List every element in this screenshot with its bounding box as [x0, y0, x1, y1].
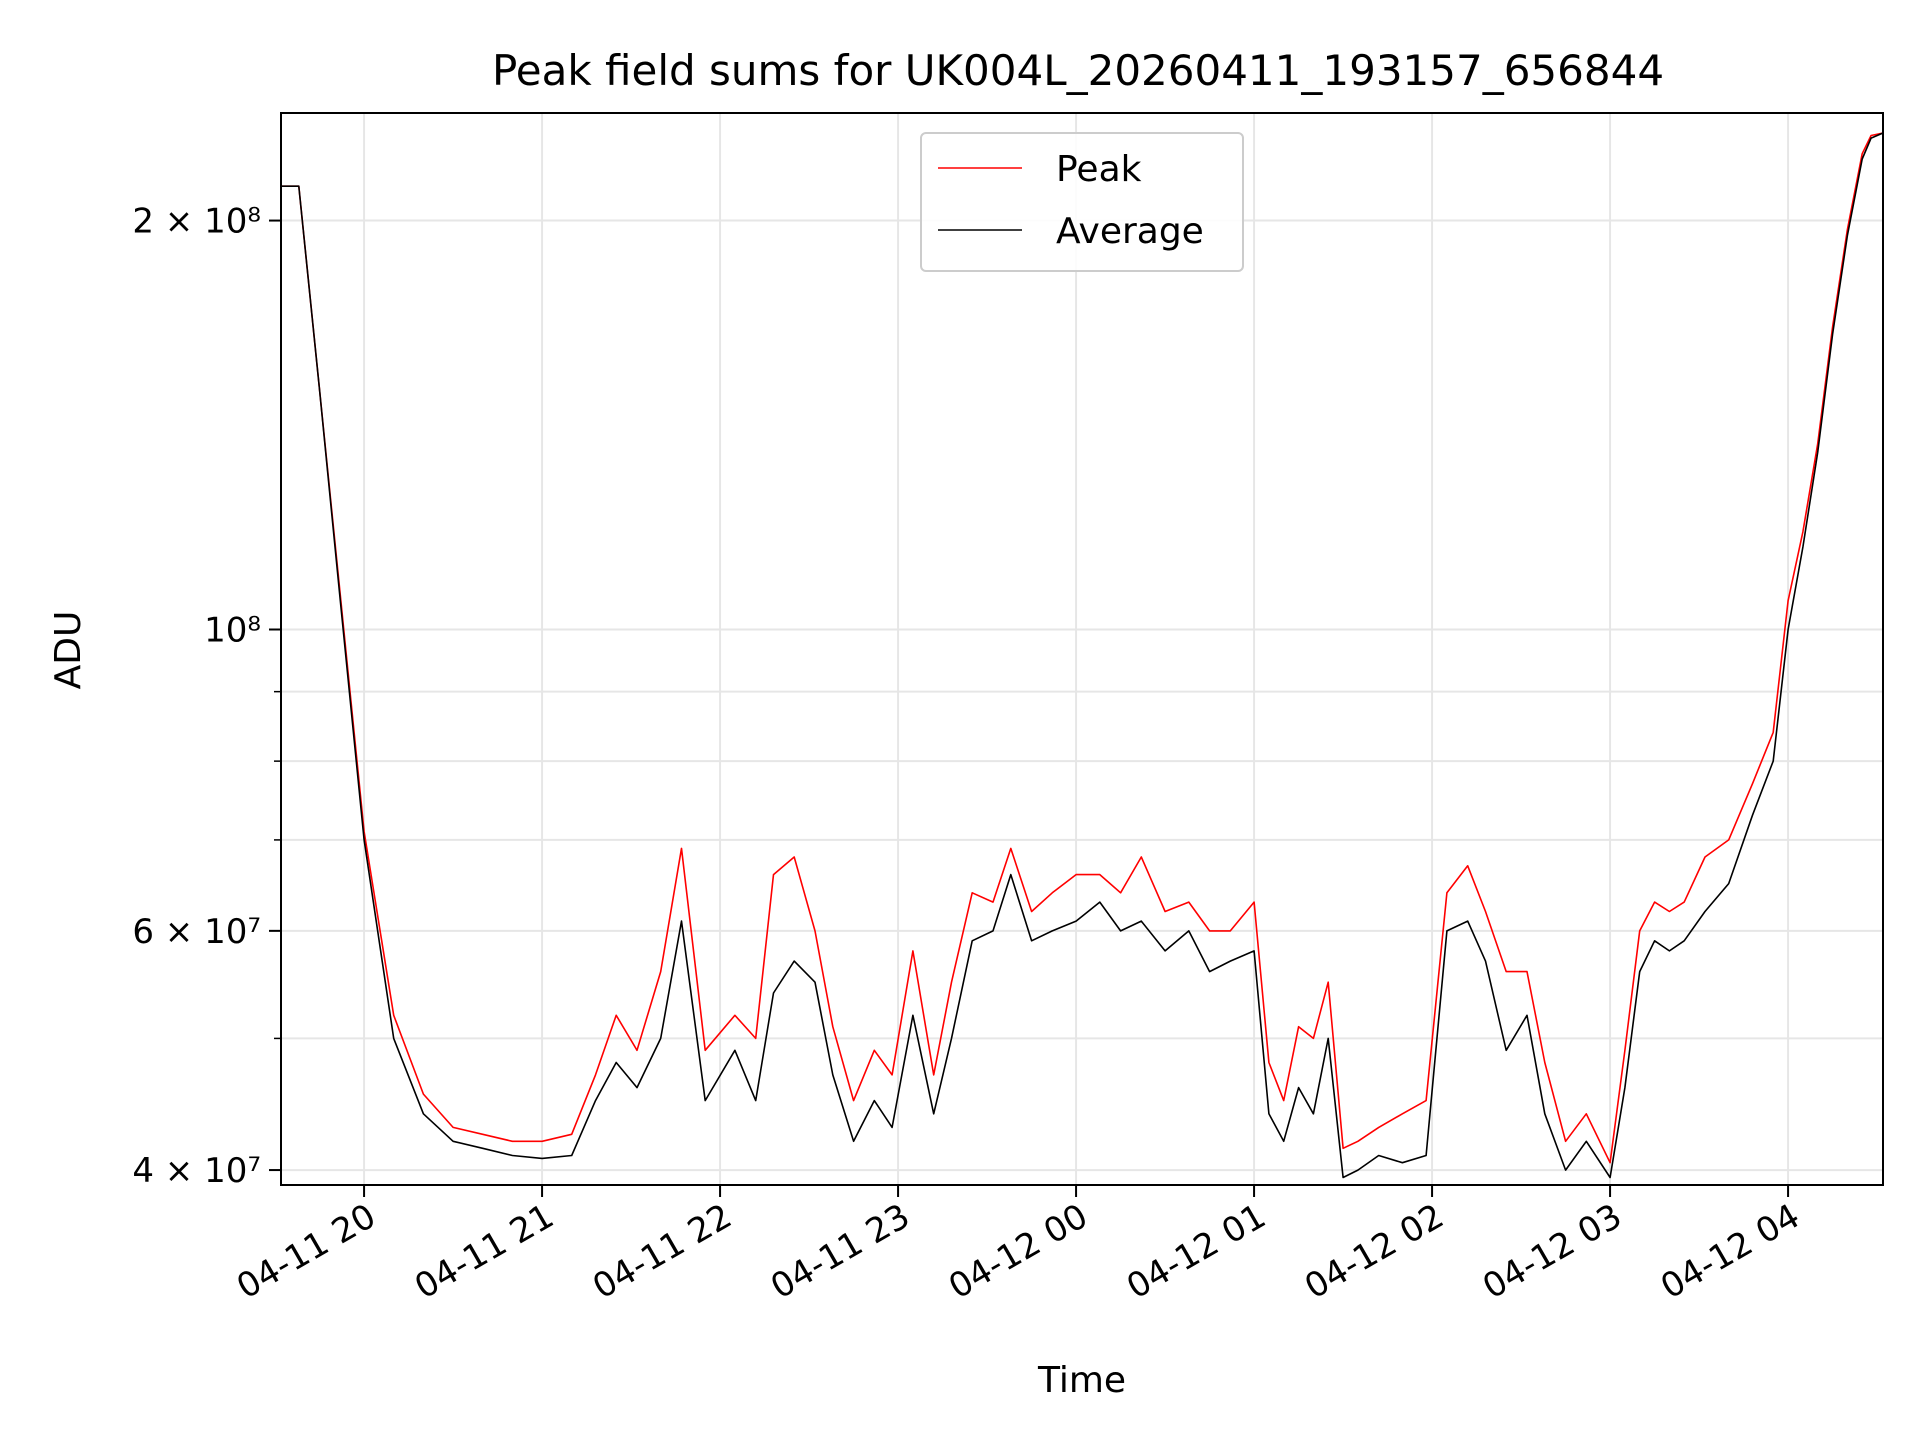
plot-frame	[280, 112, 1884, 1186]
legend-average-label: Average	[1056, 211, 1204, 252]
legend-peak-label: Peak	[1056, 149, 1142, 190]
y-tick-label: 6 × 10⁷	[132, 912, 261, 952]
series-layer	[281, 132, 1884, 1179]
chart-title: Peak field sums for UK004L_20260411_1931…	[492, 46, 1664, 95]
legend: Peak Average	[920, 132, 1244, 272]
y-tick-label: 10⁸	[204, 610, 261, 650]
series-peak-line	[281, 132, 1884, 1164]
y-axis-ticks: 4 × 10⁷ 6 × 10⁷ 10⁸ 2 × 10⁸	[132, 202, 281, 1191]
x-axis-label: Time	[1037, 1360, 1126, 1401]
grid-lines	[281, 113, 1883, 1185]
series-average-line	[281, 132, 1884, 1179]
y-tick-label: 4 × 10⁷	[132, 1151, 261, 1191]
y-axis-label: ADU	[48, 611, 89, 690]
y-tick-label: 2 × 10⁸	[132, 202, 261, 242]
